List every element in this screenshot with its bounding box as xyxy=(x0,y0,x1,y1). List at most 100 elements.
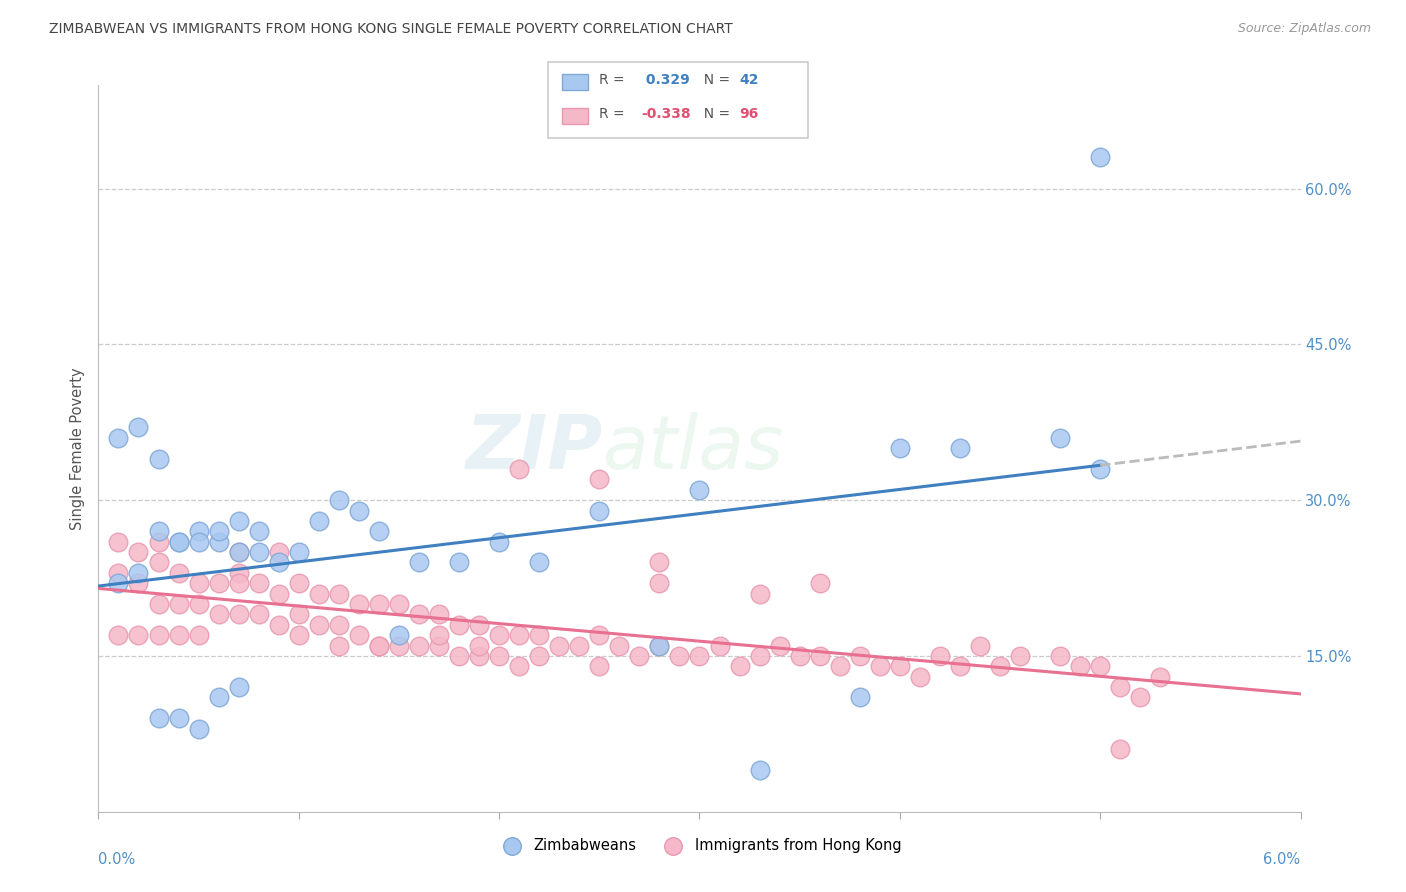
Point xyxy=(267,617,290,632)
Point xyxy=(988,659,1011,673)
Point xyxy=(588,659,610,673)
Text: N =: N = xyxy=(695,107,734,121)
Point xyxy=(308,514,330,528)
Point xyxy=(529,556,551,570)
Point xyxy=(288,576,311,591)
Y-axis label: Single Female Poverty: Single Female Poverty xyxy=(70,367,86,530)
Point xyxy=(1090,659,1112,673)
Text: ZIP: ZIP xyxy=(465,412,603,484)
Point xyxy=(849,690,872,705)
Point xyxy=(388,628,411,642)
Point xyxy=(308,617,330,632)
Point xyxy=(187,524,209,539)
Point xyxy=(247,607,270,622)
Point xyxy=(208,690,231,705)
Point xyxy=(889,442,911,456)
Point xyxy=(187,597,209,611)
Text: 6.0%: 6.0% xyxy=(1264,852,1301,867)
Point xyxy=(1049,648,1071,663)
Text: R =: R = xyxy=(599,107,628,121)
Point xyxy=(148,556,170,570)
Point xyxy=(347,503,370,517)
Point xyxy=(488,628,510,642)
Point xyxy=(468,617,491,632)
Point xyxy=(368,639,391,653)
Point xyxy=(167,534,190,549)
Text: 0.329: 0.329 xyxy=(641,73,690,87)
Point xyxy=(328,639,350,653)
Point xyxy=(187,576,209,591)
Point xyxy=(267,587,290,601)
Point xyxy=(427,607,450,622)
Text: atlas: atlas xyxy=(603,412,785,484)
Point xyxy=(588,503,610,517)
Point xyxy=(849,648,872,663)
Point xyxy=(288,545,311,559)
Point xyxy=(308,587,330,601)
Point xyxy=(808,576,831,591)
Point xyxy=(1090,151,1112,165)
Point xyxy=(789,648,811,663)
Point xyxy=(388,639,411,653)
Point xyxy=(187,628,209,642)
Point xyxy=(228,680,250,694)
Point xyxy=(748,648,770,663)
Point xyxy=(228,545,250,559)
Point xyxy=(167,534,190,549)
Point xyxy=(208,576,231,591)
Point xyxy=(447,648,470,663)
Point xyxy=(247,524,270,539)
Point xyxy=(648,576,671,591)
Point xyxy=(889,659,911,673)
Point xyxy=(808,648,831,663)
Point xyxy=(107,534,129,549)
Point xyxy=(107,431,129,445)
Point xyxy=(689,483,711,497)
Point xyxy=(728,659,751,673)
Point xyxy=(408,556,430,570)
Point xyxy=(427,628,450,642)
Point xyxy=(148,534,170,549)
Point xyxy=(748,587,770,601)
Point xyxy=(628,648,651,663)
Point xyxy=(187,534,209,549)
Point xyxy=(247,576,270,591)
Point xyxy=(427,639,450,653)
Point xyxy=(769,639,792,653)
Point xyxy=(328,493,350,508)
Point xyxy=(347,628,370,642)
Point xyxy=(187,722,209,736)
Point xyxy=(648,639,671,653)
Point xyxy=(148,628,170,642)
Point xyxy=(328,587,350,601)
Point xyxy=(548,639,571,653)
Point xyxy=(128,420,150,434)
Point xyxy=(949,442,972,456)
Point xyxy=(588,628,610,642)
Point xyxy=(748,763,770,777)
Point xyxy=(508,628,530,642)
Point xyxy=(368,597,391,611)
Point xyxy=(1109,742,1132,756)
Point xyxy=(468,639,491,653)
Point xyxy=(288,628,311,642)
Point xyxy=(468,648,491,663)
Point xyxy=(408,639,430,653)
Point xyxy=(208,534,231,549)
Point xyxy=(228,566,250,580)
Point xyxy=(107,576,129,591)
Point xyxy=(648,639,671,653)
Point xyxy=(1090,462,1112,476)
Point xyxy=(1149,670,1171,684)
Point xyxy=(368,639,391,653)
Point xyxy=(709,639,731,653)
Point xyxy=(368,524,391,539)
Legend: Zimbabweans, Immigrants from Hong Kong: Zimbabweans, Immigrants from Hong Kong xyxy=(492,832,907,859)
Text: 96: 96 xyxy=(740,107,759,121)
Point xyxy=(949,659,972,673)
Point xyxy=(228,514,250,528)
Point xyxy=(328,617,350,632)
Text: R =: R = xyxy=(599,73,628,87)
Point xyxy=(969,639,991,653)
Point xyxy=(128,545,150,559)
